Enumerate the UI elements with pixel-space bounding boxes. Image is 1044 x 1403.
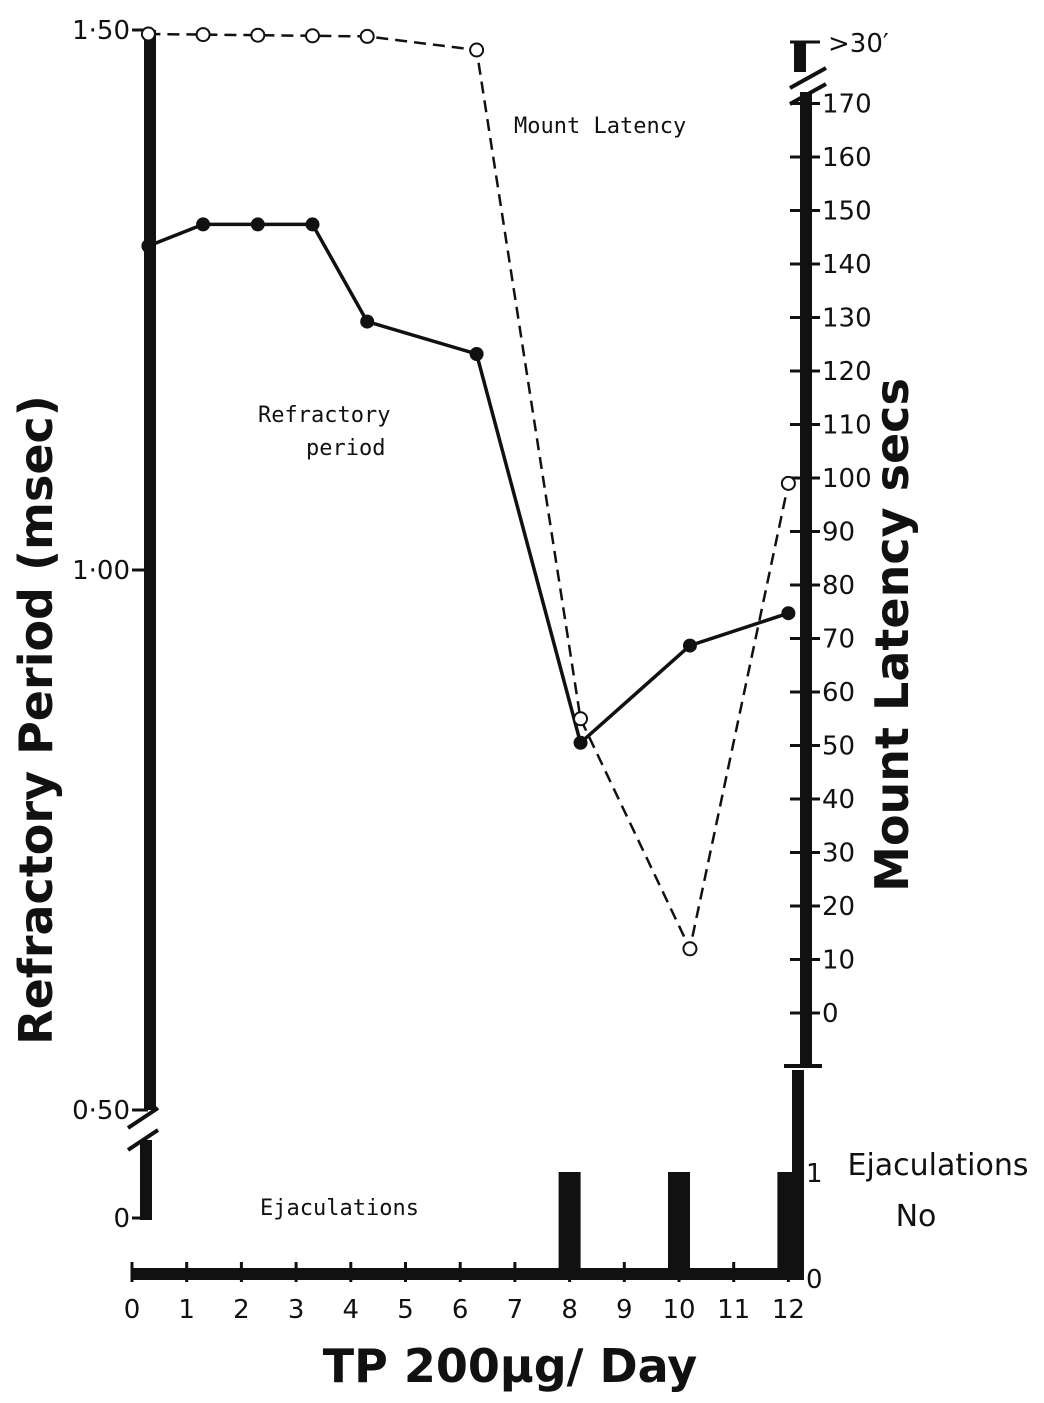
mount-latency-point [780,475,796,491]
right-tick-label: 110 [822,411,872,441]
right-tick-label: 140 [822,250,872,280]
ejaculation-tick-label: 0 [806,1265,823,1295]
refractory-period-point [781,606,796,621]
right-axis-line [800,92,812,1068]
x-axis-title: TP 200µg/ Day [323,1339,698,1393]
ejaculation-bar [558,1172,581,1268]
ejaculation-bar [777,1172,800,1268]
right-axis-break-mark [789,82,827,106]
ejaculation-axis-title-line1: Ejaculations [848,1148,1029,1183]
mount-latency-point [250,27,266,43]
left-axis-title: Refractory Period (msec) [9,395,63,1045]
refractory-annotation-line2: period [306,436,385,461]
left-axis-break-mark [126,1106,160,1130]
ejaculation-bars [558,1172,800,1268]
mount-latency-annotation: Mount Latency [514,114,686,139]
x-tick-label: 9 [616,1295,633,1325]
right-tick-label: 10 [822,946,855,976]
series [140,26,796,957]
ejaculation-tick-label: 1 [806,1159,823,1189]
mount-latency-line [148,32,790,953]
x-tick-label: 1 [178,1295,195,1325]
right-tick-label: 70 [822,625,855,655]
right-tick-label: 150 [822,197,872,227]
left-axis-line [144,30,156,1110]
refractory-annotation-line1: Refractory [258,403,390,428]
right-tick-label: 160 [822,143,872,173]
right-tick-label: 80 [822,571,855,601]
right-ticks: 0102030405060708090100110120130140150160… [790,40,872,1295]
x-ticks: 0 1 2 3 4 5 6 7 8 9 10 11 12 [124,1262,805,1325]
ejaculation-bar [668,1172,690,1268]
refractory-period-point [250,217,265,232]
refractory-period-point [469,347,484,361]
mount-latency-point [305,28,321,44]
refractory-period-point [360,314,375,329]
left-tick-label: 1·00 [72,556,130,586]
right-tick-label: 170 [822,90,872,120]
mount-latency-point [469,42,485,58]
x-tick-label: 2 [233,1295,250,1325]
right-tick-label: 100 [822,464,872,494]
right-axis-top-tick: >30′ [828,29,889,59]
right-tick-label: 40 [822,785,855,815]
right-tick-label: 120 [822,357,872,387]
axes [126,30,827,1280]
mount-latency-point [195,27,211,43]
x-tick-label: 5 [397,1295,414,1325]
refractory-period-point [305,217,320,232]
x-tick-label: 0 [124,1295,141,1325]
refractory-period-line [147,222,789,746]
x-tick-label: 12 [772,1295,805,1325]
left-axis-lower-line [140,1140,152,1220]
refractory-period-point [141,239,156,253]
x-tick-label: 4 [343,1295,360,1325]
x-tick-label: 11 [717,1295,750,1325]
left-ticks: 1·50 1·00 0·50 0 [72,16,148,1234]
x-tick-label: 3 [288,1295,305,1325]
right-axis-title: Mount Latency secs [865,378,919,892]
x-axis-line [132,1268,796,1280]
ejaculations-annotation: Ejaculations [260,1196,419,1221]
right-axis-break-mark [789,66,827,90]
x-tick-label: 8 [561,1295,578,1325]
right-tick-label: 0 [822,999,839,1029]
refractory-period-point [682,638,697,653]
right-tick-label: 50 [822,732,855,762]
right-tick-label: 20 [822,892,855,922]
right-tick-label: 60 [822,678,855,708]
mount-latency-point [682,941,698,957]
refractory-period-point [573,735,588,750]
right-tick-label: 130 [822,304,872,334]
right-axis-top-line [794,42,806,72]
x-tick-label: 6 [452,1295,469,1325]
mount-latency-point [140,26,156,42]
x-tick-label: 7 [507,1295,524,1325]
left-tick-label: 0 [113,1204,130,1234]
mount-latency-point [359,28,375,44]
left-tick-label: 1·50 [72,16,130,46]
refractory-period-point [196,217,211,232]
left-tick-label: 0·50 [72,1096,130,1126]
right-tick-label: 90 [822,518,855,548]
left-axis-break-mark [126,1128,160,1152]
ejaculation-axis-title-line2: No [896,1199,937,1234]
mount-latency-point [573,711,589,727]
x-tick-label: 10 [662,1295,695,1325]
right-tick-label: 30 [822,839,855,869]
